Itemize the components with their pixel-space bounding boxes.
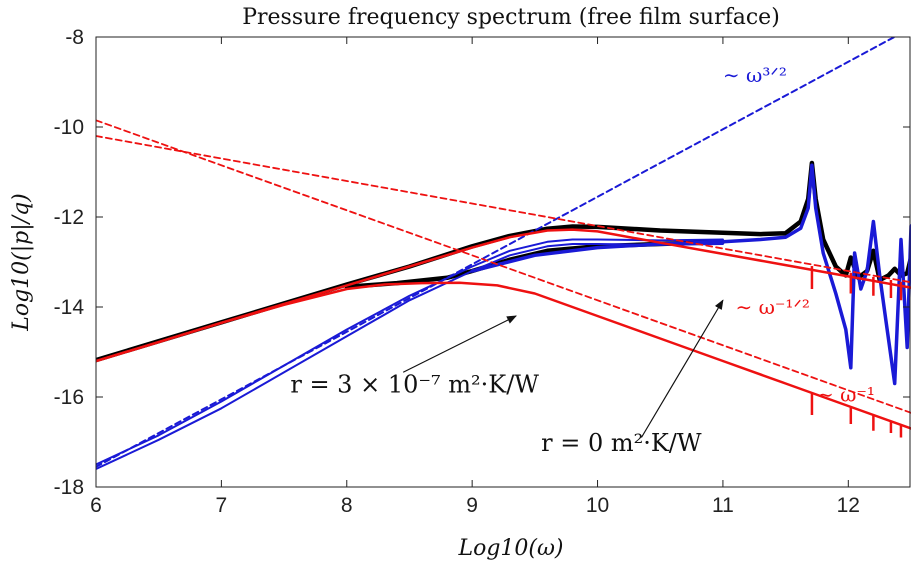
series-line-3 [470,163,911,386]
annotation-arrow-1 [402,315,517,373]
series-line-8 [96,281,911,430]
x-tick-label: 6 [90,494,102,517]
series-line-4 [96,238,724,466]
series-line-5 [96,243,724,470]
x-tick-label: 8 [341,494,353,517]
series-line-10 [96,135,911,284]
annotation-label-5: ∼ ω⁻¹ [817,383,875,407]
x-tick-label: 10 [586,494,609,517]
y-tick-label: -8 [65,26,84,49]
x-tick-label: 7 [216,494,228,517]
y-tick-label: -10 [54,116,84,139]
axes-frame [95,36,911,488]
y-tick-label: -16 [54,386,84,409]
y-tick-label: -14 [54,296,85,319]
x-tick-label: 12 [837,494,860,517]
y-tick-label: -12 [54,206,84,229]
chart-title: Pressure frequency spectrum (free film s… [242,5,780,30]
annotation-arrow-2 [640,299,724,438]
annotation-label-1: r = 3 × 10⁻⁷ m²·K/W [290,371,539,399]
y-axis-label: Log10(|p|/q) [9,193,34,332]
y-tick-label: -18 [54,476,84,499]
annotation-label-2: r = 0 m²·K/W [541,429,702,457]
annotation-label-3: ∼ ω³ᐟ² [723,63,787,87]
x-tick-label: 11 [712,494,734,517]
series-line-6 [96,37,897,468]
x-axis-label: Log10(ω) [457,536,563,561]
series-line-9 [96,119,911,414]
x-tick-label: 9 [466,494,478,517]
annotation-label-4: ∼ ω⁻¹ᐟ² [735,295,809,319]
